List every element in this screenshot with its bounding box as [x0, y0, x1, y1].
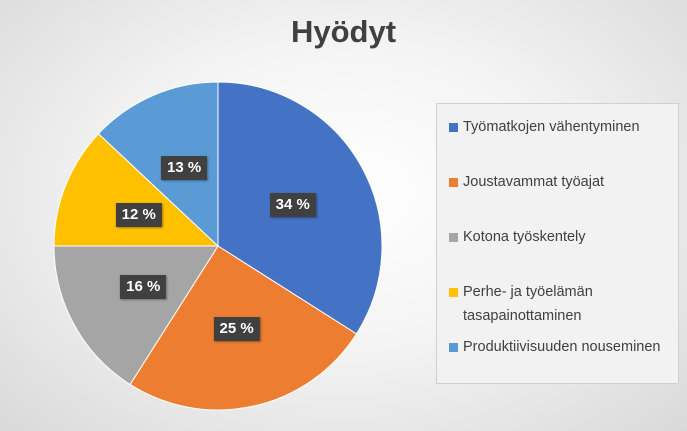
legend-label-3: Kotona työskentely [463, 229, 586, 245]
legend-item-1: Työmatkojen vähentyminen [449, 115, 675, 139]
legend-label-1: Työmatkojen vähentyminen [463, 119, 640, 135]
data-label-4: 12 % [115, 202, 162, 227]
chart-title: Hyödyt [290, 14, 397, 49]
pie-slice-4 [53, 133, 220, 247]
legend-swatch-1 [449, 123, 458, 132]
legend-swatch-3 [449, 233, 458, 242]
legend-swatch-4 [449, 288, 458, 297]
legend-item-2: Joustavammat työajat [449, 170, 675, 194]
legend-label-5: Produktiivisuuden nouseminen [463, 339, 661, 355]
data-label-5: 13 % [161, 155, 208, 180]
data-label-3: 16 % [120, 275, 167, 300]
data-label-2: 25 % [213, 317, 260, 342]
pie-slice-5 [97, 81, 219, 248]
legend-item-3: Kotona työskentely [449, 225, 675, 249]
legend-label-2: Joustavammat työajat [463, 174, 605, 190]
legend-label-4: Perhe- ja työelämän tasapainottaminen [463, 284, 593, 324]
legend-item-5: Produktiivisuuden nouseminen [449, 335, 675, 359]
legend-swatch-2 [449, 178, 458, 187]
legend-item-4: Perhe- ja työelämän tasapainottaminen [449, 280, 675, 328]
legend: Työmatkojen vähentyminen Joustavammat työ… [436, 103, 679, 384]
pie-slice-3 [53, 245, 219, 386]
legend-swatch-5 [449, 343, 458, 352]
data-label-1: 34 % [269, 192, 316, 217]
